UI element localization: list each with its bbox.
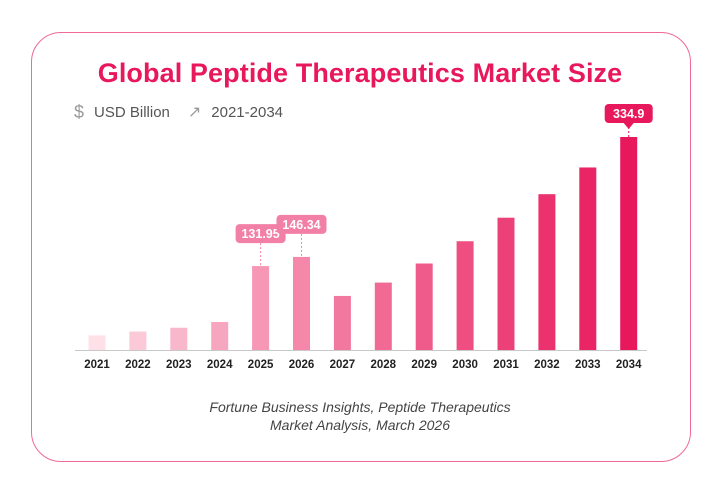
x-tick-label-2027: 2027: [330, 359, 356, 371]
x-tick-label-2021: 2021: [84, 359, 110, 371]
bar-2026: [293, 256, 310, 350]
data-label-badge-2034: [604, 104, 653, 123]
bar-2029: [415, 263, 433, 350]
unit-label: USD Billion: [94, 103, 170, 121]
bar-2021: [88, 335, 106, 350]
x-tick-label-2026: 2026: [289, 359, 315, 371]
dollar-icon: $: [74, 101, 85, 122]
bar-2034: [620, 137, 638, 350]
source-line-1: Fortune Business Insights, Peptide Thera…: [209, 399, 511, 415]
x-tick-label-2028: 2028: [371, 359, 397, 371]
bar-2022: [129, 331, 147, 350]
bar-2031: [497, 217, 515, 350]
chart-title: Global Peptide Therapeutics Market Size: [97, 58, 623, 88]
data-label-2025: 131.95: [241, 227, 279, 241]
bar-2025: [252, 266, 270, 350]
x-tick-label-2029: 2029: [411, 359, 437, 371]
data-label-pointer-2034: [623, 123, 634, 129]
data-label-2034: 334.9: [613, 107, 644, 121]
range-label: 2021-2034: [211, 103, 284, 121]
data-label-badge-2026: [276, 214, 327, 234]
data-label-2026: 146.34: [282, 218, 320, 232]
x-tick-label-2030: 2030: [452, 359, 478, 371]
x-tick-label-2033: 2033: [575, 359, 601, 371]
x-tick-label-2031: 2031: [493, 359, 519, 371]
x-tick-label-2025: 2025: [248, 359, 274, 371]
bar-2028: [374, 282, 392, 350]
x-tick-label-2034: 2034: [616, 359, 642, 371]
arrow-up-right-icon: ↗: [187, 104, 202, 121]
source-line-2: Market Analysis, March 2026: [270, 417, 450, 433]
bar-2030: [456, 241, 474, 350]
source-note: Fortune Business Insights, Peptide Thera…: [0, 398, 720, 434]
bar-2024: [211, 322, 229, 350]
x-tick-label-2032: 2032: [534, 359, 560, 371]
bar-2027: [333, 295, 351, 350]
bar-2023: [170, 327, 188, 350]
x-tick-label-2022: 2022: [125, 359, 151, 371]
bar-2033: [579, 167, 597, 350]
data-label-badge-2025: [235, 224, 286, 244]
x-tick-label-2023: 2023: [166, 359, 192, 371]
x-tick-label-2024: 2024: [207, 359, 233, 371]
bar-2032: [538, 194, 556, 350]
chart-meta: $ USD Billion ↗ 2021-2034: [74, 102, 283, 122]
